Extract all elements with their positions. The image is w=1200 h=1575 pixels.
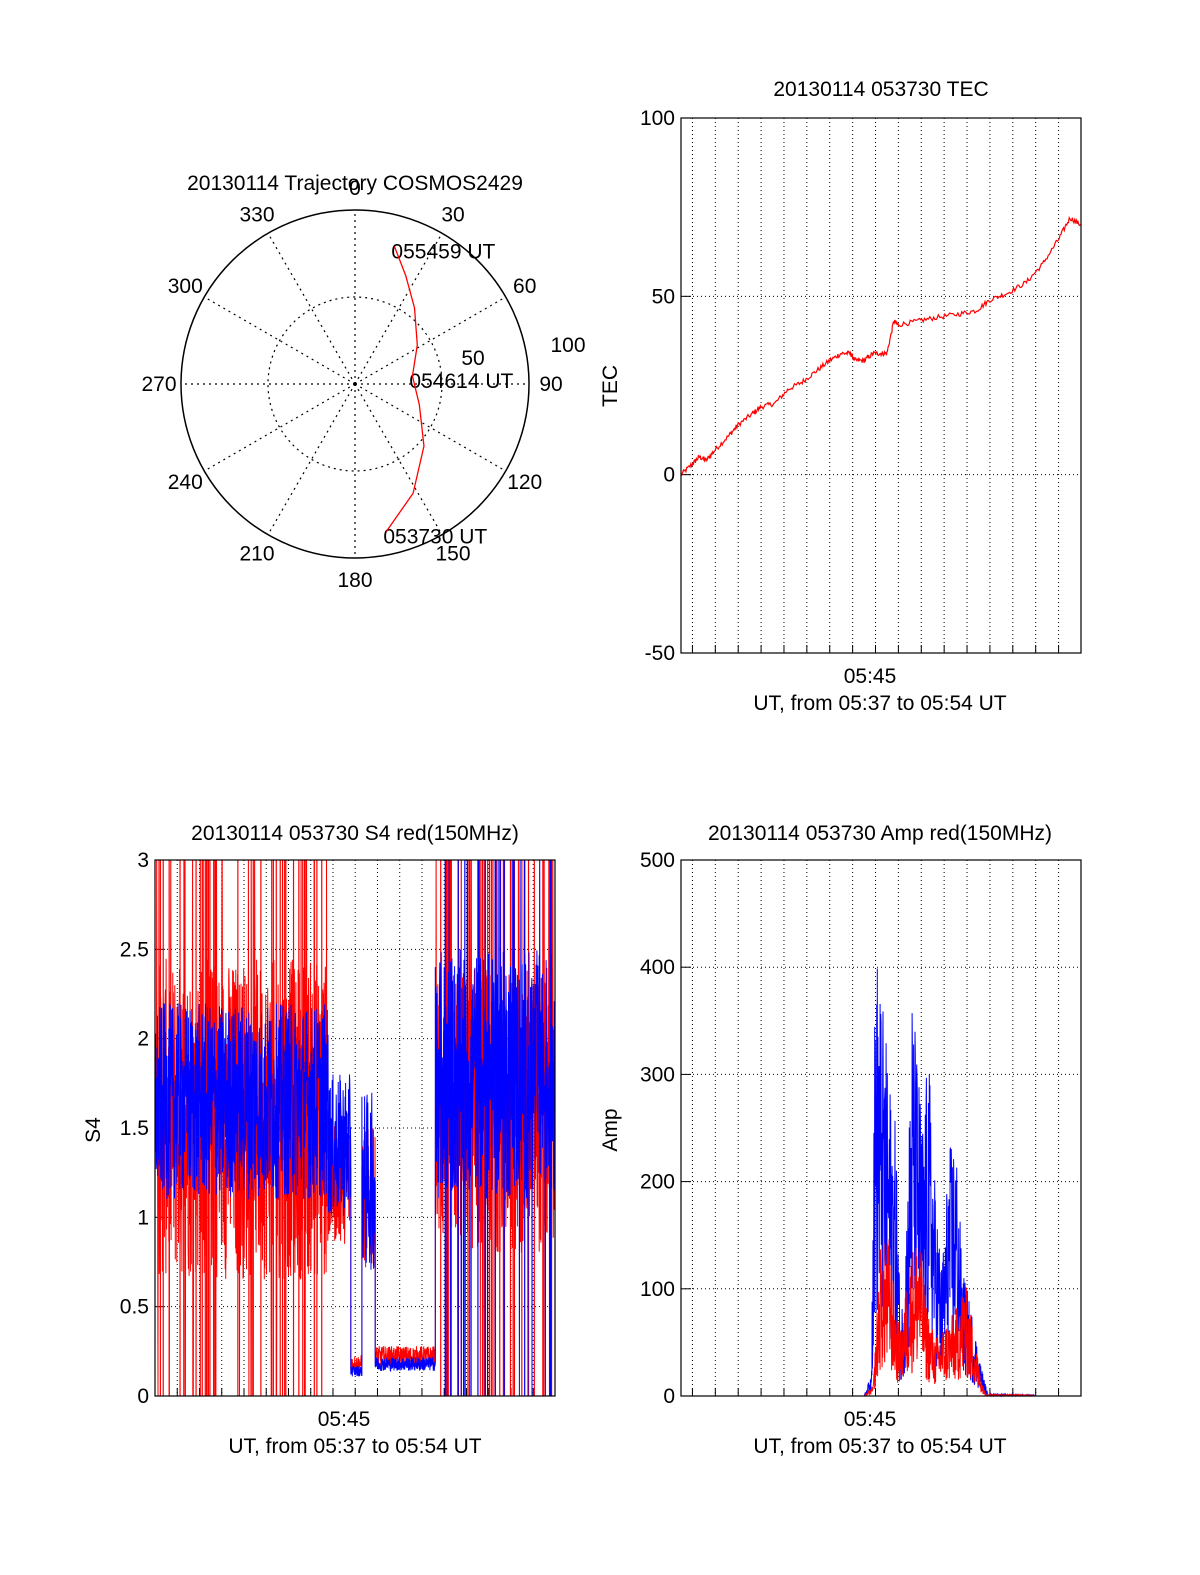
amp-series-line-blue <box>681 968 1081 1398</box>
polar-trajectory-line <box>385 246 425 532</box>
polar-spoke <box>354 296 506 385</box>
amp-ylabel: Amp <box>599 1108 622 1151</box>
s4-ytick-label: 1 <box>137 1206 149 1229</box>
tec-ytick-label: 0 <box>663 464 675 487</box>
amp-xlabel: UT, from 05:37 to 05:54 UT <box>753 1435 1006 1458</box>
polar-azimuth-label: 0 <box>349 177 361 200</box>
polar-azimuth-label: 60 <box>513 275 536 298</box>
s4-ylabel: S4 <box>82 1117 105 1143</box>
polar-azimuth-label: 30 <box>441 203 464 226</box>
polar-azimuth-label: 150 <box>435 543 470 566</box>
tec-ytick-label: 50 <box>652 285 675 308</box>
polar-spoke <box>267 233 356 385</box>
s4-series-line-blue <box>155 860 555 1396</box>
s4-ytick-label: 2 <box>137 1028 149 1051</box>
polar-spoke <box>204 383 356 472</box>
amp-ytick-label: 300 <box>640 1063 675 1086</box>
tec-xlabel: UT, from 05:37 to 05:54 UT <box>753 692 1006 715</box>
polar-azimuth-label: 270 <box>141 373 176 396</box>
amp-ytick-label: 200 <box>640 1171 675 1194</box>
polar-spoke <box>204 296 356 385</box>
amp-axes-frame <box>680 859 1082 1397</box>
s4-axes-frame <box>154 859 556 1397</box>
polar-azimuth-label: 180 <box>337 569 372 592</box>
polar-azimuth-label: 300 <box>168 275 203 298</box>
amp-xtick-label: 05:45 <box>844 1408 897 1431</box>
polar-azimuth-label: 120 <box>507 471 542 494</box>
tec-ylabel: TEC <box>599 365 622 407</box>
polar-trajectory-panel: 20130114 Trajectory COSMOS2429 0 30 60 90 12… <box>141 172 585 592</box>
polar-spoke <box>354 233 443 385</box>
amp-ytick-label: 0 <box>663 1385 675 1408</box>
polar-radius-label: 50 <box>461 347 484 370</box>
tec-axes-frame <box>680 117 1082 654</box>
polar-azimuth-label: 90 <box>539 373 562 396</box>
s4-ytick-label: 2.5 <box>120 938 149 961</box>
s4-panel: 20130114 053730 S4 red(150MHz) S4 05:45 … <box>82 822 556 1458</box>
tec-panel: 20130114 053730 TEC TEC 05:45 UT, from 0… <box>599 78 1082 715</box>
polar-spoke <box>267 383 356 535</box>
polar-spoke <box>354 383 443 535</box>
polar-azimuth-label: 210 <box>239 543 274 566</box>
polar-radius-label: 100 <box>550 334 585 357</box>
tec-xtick-label: 05:45 <box>844 665 897 688</box>
s4-ytick-label: 3 <box>137 849 149 872</box>
tec-ytick-label: -50 <box>645 642 675 665</box>
polar-spoke <box>354 383 506 472</box>
s4-series-blue <box>155 860 555 1396</box>
tec-series-line <box>680 216 1082 477</box>
polar-azimuth-label: 330 <box>239 203 274 226</box>
s4-ytick-label: 0.5 <box>120 1296 149 1319</box>
amp-ytick-label: 500 <box>640 849 675 872</box>
polar-inner-circle <box>267 296 443 472</box>
amp-title: 20130114 053730 Amp red(150MHz) <box>708 822 1052 845</box>
polar-outer-circle <box>180 209 530 559</box>
tec-ytick-label: 100 <box>640 107 675 130</box>
s4-xlabel: UT, from 05:37 to 05:54 UT <box>228 1435 481 1458</box>
amp-ytick-label: 400 <box>640 956 675 979</box>
s4-ytick-label: 1.5 <box>120 1117 149 1140</box>
polar-title: 20130114 Trajectory COSMOS2429 <box>187 172 523 195</box>
polar-trajectory-time-label: 053730 UT <box>383 526 487 549</box>
s4-ytick-label: 0 <box>137 1385 149 1408</box>
tec-title: 20130114 053730 TEC <box>773 78 988 101</box>
s4-title: 20130114 053730 S4 red(150MHz) <box>191 822 519 845</box>
amp-panel: 20130114 053730 Amp red(150MHz) Amp 05:4… <box>599 822 1082 1458</box>
polar-trajectory-time-label: 055459 UT <box>391 240 495 263</box>
polar-azimuth-label: 240 <box>168 471 203 494</box>
amp-ytick-label: 100 <box>640 1278 675 1301</box>
s4-xtick-label: 05:45 <box>318 1408 371 1431</box>
polar-trajectory-time-label: 054614 UT <box>409 370 513 393</box>
amp-series-line-red <box>681 1239 1081 1398</box>
